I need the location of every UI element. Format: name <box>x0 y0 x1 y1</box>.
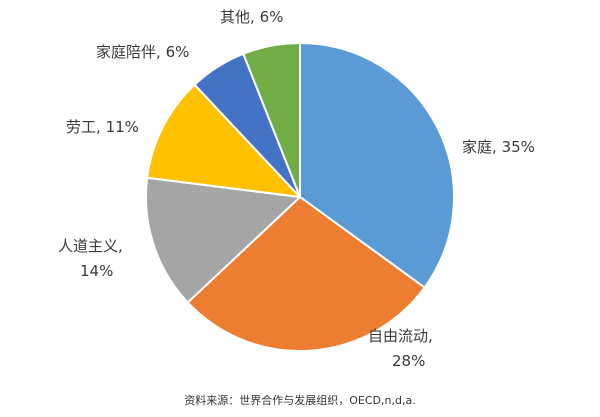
data-label-accompanying-family-name: 家庭陪伴 <box>96 43 156 61</box>
data-labels: 家庭, 35% 自由流动, 28% 人道主义, 14% 劳工, 11% 家庭陪伴… <box>58 8 535 370</box>
data-label-family-value: 35% <box>502 138 535 156</box>
data-label-humanitarian-value: 14% <box>80 262 113 280</box>
pie-slice-labour <box>146 83 301 198</box>
pie-slice-other <box>242 42 301 198</box>
data-label-other: 其他, 6% <box>220 8 283 26</box>
data-label-family: 家庭, 35% <box>462 138 535 156</box>
pie-slice-humanitarian <box>144 176 301 304</box>
data-label-labour-value: 11% <box>106 118 139 136</box>
data-label-free-movement-name: 自由流动, <box>368 327 433 345</box>
data-label-other-name: 其他 <box>220 8 250 26</box>
data-label-labour-sep: , <box>96 118 106 136</box>
data-label-free-movement-value: 28% <box>392 352 425 370</box>
source-note: 资料来源：世界合作与发展组织，OECD,n,d,a. <box>184 393 415 407</box>
data-label-accompanying-family-value: 6% <box>166 43 190 61</box>
data-label-labour: 劳工, 11% <box>66 118 139 136</box>
data-label-labour-name: 劳工 <box>66 118 96 136</box>
data-label-accompanying-family: 家庭陪伴, 6% <box>96 43 189 61</box>
data-label-other-sep: , <box>250 8 260 26</box>
data-label-family-name: 家庭 <box>462 138 492 156</box>
data-label-family-sep: , <box>492 138 502 156</box>
pie-slice-family <box>299 42 455 289</box>
data-label-humanitarian-name: 人道主义, <box>58 237 123 255</box>
pie-slice-free-movement <box>186 196 426 352</box>
pie-slices <box>144 42 455 352</box>
data-label-other-value: 6% <box>260 8 284 26</box>
data-label-accompanying-family-sep: , <box>156 43 166 61</box>
